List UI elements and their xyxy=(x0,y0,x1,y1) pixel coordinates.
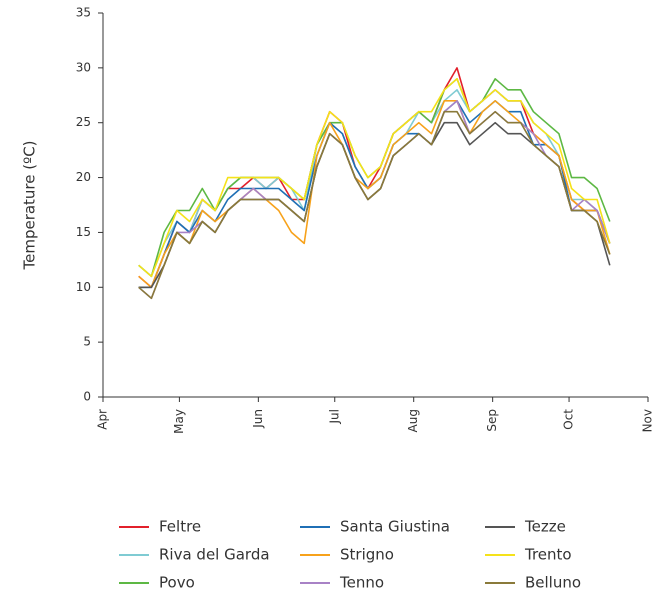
x-tick-label: May xyxy=(172,409,186,434)
y-axis-label: Temperature (ºC) xyxy=(21,140,39,270)
legend-label: Povo xyxy=(159,574,195,592)
x-tick-label: Jun xyxy=(251,409,265,429)
x-tick-label: Apr xyxy=(96,409,110,430)
series-line xyxy=(138,110,611,300)
y-tick-label: 35 xyxy=(76,6,91,20)
legend-label: Tenno xyxy=(339,574,384,592)
legend-label: Strigno xyxy=(340,546,394,564)
x-tick-label: Oct xyxy=(562,409,576,430)
x-tick-label: Jul xyxy=(327,409,341,424)
legend-label: Tezze xyxy=(524,518,566,536)
y-tick-label: 20 xyxy=(76,170,91,184)
x-tick-label: Sep xyxy=(485,409,499,432)
y-tick-label: 30 xyxy=(76,60,91,74)
legend-label: Riva del Garda xyxy=(159,546,270,564)
x-tick-label: Nov xyxy=(641,409,655,432)
y-tick-label: 25 xyxy=(76,115,91,129)
y-tick-label: 0 xyxy=(83,390,91,404)
y-tick-label: 10 xyxy=(76,280,91,294)
legend-label: Belluno xyxy=(525,574,581,592)
legend-label: Santa Giustina xyxy=(340,518,450,536)
legend-label: Trento xyxy=(524,546,572,564)
series-line xyxy=(138,67,611,289)
series-line xyxy=(138,78,611,278)
legend-label: Feltre xyxy=(159,518,201,536)
x-tick-label: Aug xyxy=(406,409,420,432)
y-tick-label: 15 xyxy=(76,225,91,239)
y-tick-label: 5 xyxy=(83,335,91,349)
